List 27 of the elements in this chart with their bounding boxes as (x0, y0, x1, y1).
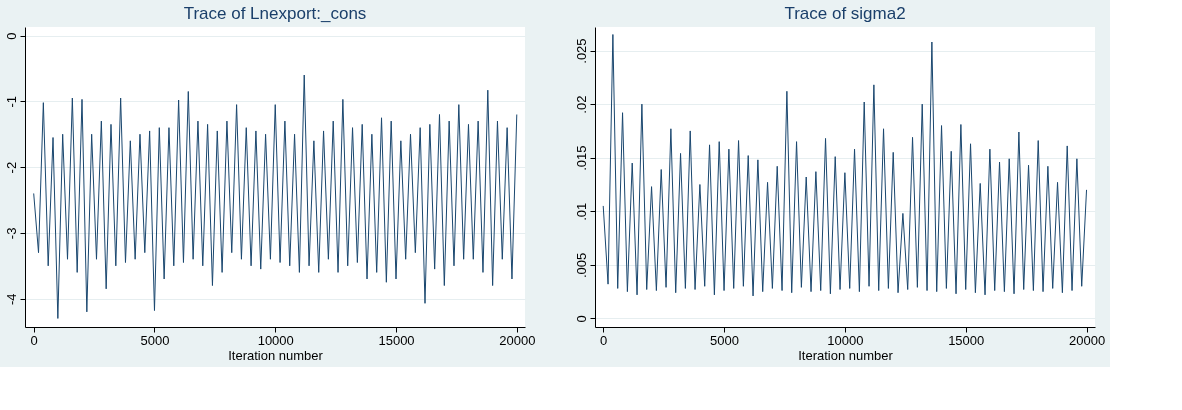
y-tick-label: .005 (573, 252, 589, 279)
y-tick-label: .015 (573, 145, 589, 171)
y-tick-label: .02 (573, 95, 589, 114)
x-tick-label: 15000 (948, 332, 985, 348)
x-tick-label: 20000 (499, 332, 536, 348)
y-tick-label: 0 (3, 32, 19, 40)
x-axis-title: Iteration number (798, 347, 894, 363)
x-tick-label: 0 (600, 332, 608, 348)
y-tick-label: -3 (3, 227, 19, 240)
y-tick-label: 0 (573, 315, 589, 323)
x-tick-label: 5000 (140, 332, 170, 348)
y-tick-label: -4 (3, 293, 19, 305)
x-axis-title: Iteration number (228, 347, 324, 363)
x-tick-label: 10000 (257, 332, 294, 348)
x-tick-label: 15000 (378, 332, 415, 348)
y-tick-label: .025 (573, 38, 589, 64)
line-series (33, 74, 518, 319)
y-tick-label: -2 (3, 161, 19, 174)
chart-title: Trace of Lnexport:_cons (183, 4, 367, 23)
y-tick-label: -1 (3, 96, 19, 108)
x-tick-label: 5000 (710, 332, 740, 348)
y-tick-label: .01 (573, 202, 589, 221)
chart-title: Trace of sigma2 (784, 4, 906, 23)
x-tick-label: 0 (30, 332, 38, 348)
x-tick-label: 10000 (827, 332, 864, 348)
x-tick-label: 20000 (1068, 332, 1106, 348)
line-series (602, 34, 1088, 297)
